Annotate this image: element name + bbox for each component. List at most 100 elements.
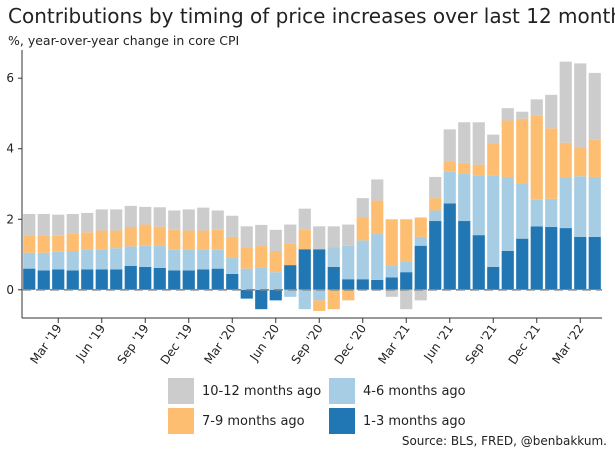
bar-segment-m7_9 (487, 143, 500, 176)
bar-segment-m7_9 (530, 115, 543, 200)
bar-segment-m1_3 (95, 269, 108, 290)
legend-swatch-7-9 (168, 408, 194, 434)
bar-segment-m10_12 (240, 226, 253, 248)
legend: 10-12 months ago 4-6 months ago 7-9 mont… (0, 378, 615, 438)
x-tick-label: Dec '20 (332, 322, 370, 367)
bar-segment-m1_3 (139, 266, 152, 290)
legend-label-7-9: 7-9 months ago (202, 413, 305, 429)
bar-segment-m4_6 (458, 173, 471, 222)
bar-segment-m4_6 (443, 171, 456, 204)
bar-segment-m1_3 (487, 266, 500, 290)
x-tick-label: Mar '20 (201, 322, 238, 367)
bar-segment-m1_3 (356, 279, 369, 290)
bar-segment-m4_6 (139, 245, 152, 267)
bar-segment-m7_9 (284, 243, 297, 266)
bar-segment-m10_12 (313, 226, 326, 250)
legend-swatch-10-12 (168, 378, 194, 404)
y-tick-label: 2 (6, 212, 14, 226)
bar-segment-m10_12 (574, 63, 587, 149)
bar-segment-m7_9 (81, 232, 94, 250)
bar-segment-m7_9 (371, 200, 384, 235)
legend-item-7-9: 7-9 months ago (168, 408, 305, 434)
bar-segment-m7_9 (37, 235, 50, 253)
bar-segment-m7_9 (356, 217, 369, 241)
bar-segment-m4_6 (545, 198, 558, 228)
legend-label-10-12: 10-12 months ago (202, 383, 322, 399)
legend-item-4-6: 4-6 months ago (329, 378, 466, 404)
bar-segment-m10_12 (487, 134, 500, 144)
bar-segment-m10_12 (342, 224, 355, 246)
bar-segment-m10_12 (23, 213, 36, 236)
bar-segment-m4_6 (501, 176, 514, 251)
bar-segment-m1_3 (182, 270, 195, 290)
bar-segment-m1_3 (23, 268, 36, 290)
bar-segment-m7_9 (501, 120, 514, 177)
bar-segment-m1_3 (269, 289, 282, 301)
bar-segment-m7_9 (139, 224, 152, 246)
bar-segment-m1_3 (501, 251, 514, 290)
bar-segment-m4_6 (342, 245, 355, 280)
bar-segment-m4_6 (226, 258, 239, 274)
bar-segment-m7_9 (400, 219, 413, 262)
x-tick-label: Dec '19 (158, 322, 196, 367)
bar-segment-m10_12 (327, 226, 340, 248)
bar-segment-m7_9 (110, 230, 123, 249)
bar-segment-m10_12 (153, 207, 166, 227)
bar-segment-m10_12 (429, 176, 442, 199)
bar-segment-m1_3 (588, 236, 601, 290)
bar-segment-m10_12 (255, 224, 268, 247)
bar-segment-m4_6 (81, 249, 94, 270)
bar-segment-m10_12 (110, 209, 123, 231)
bar-segment-m1_3 (81, 269, 94, 290)
bar-segment-m10_12 (95, 209, 108, 231)
bar-segment-m10_12 (414, 289, 427, 301)
bar-segment-m1_3 (516, 238, 529, 290)
bar-segment-m4_6 (400, 261, 413, 273)
bar-segment-m7_9 (226, 236, 239, 259)
bar-segment-m10_12 (559, 61, 572, 143)
bar-segment-m1_3 (124, 265, 137, 290)
bar-segment-m10_12 (37, 213, 50, 236)
bar-segment-m1_3 (429, 221, 442, 290)
x-tick-label: Jun '20 (247, 322, 283, 365)
bar-segment-m10_12 (226, 215, 239, 237)
bar-segment-m10_12 (443, 129, 456, 162)
bar-segment-m4_6 (429, 210, 442, 222)
legend-swatch-1-3 (329, 408, 355, 434)
bar-segment-m7_9 (574, 148, 587, 177)
bar-segment-m10_12 (284, 224, 297, 244)
bar-segment-m7_9 (197, 230, 210, 250)
bar-segment-m4_6 (385, 265, 398, 278)
bar-segment-m10_12 (530, 99, 543, 116)
bar-segment-m4_6 (356, 240, 369, 280)
bar-segment-m1_3 (559, 228, 572, 290)
bar-segment-m10_12 (588, 72, 601, 140)
bar-segment-m1_3 (385, 277, 398, 290)
bar-segment-m4_6 (23, 252, 36, 269)
bar-segment-m10_12 (298, 208, 311, 230)
bar-segment-m4_6 (255, 267, 268, 290)
bar-segment-m1_3 (414, 245, 427, 290)
bar-segment-m7_9 (429, 198, 442, 211)
bar-segment-m1_3 (313, 249, 326, 290)
bar-segment-m4_6 (313, 289, 326, 301)
y-tick-label: 0 (6, 283, 14, 297)
bar-segment-m10_12 (545, 94, 558, 129)
bar-segment-m4_6 (530, 199, 543, 227)
bar-segment-m4_6 (269, 272, 282, 290)
bar-segment-m4_6 (588, 176, 601, 237)
bar-segment-m1_3 (37, 270, 50, 290)
bar-segment-m10_12 (168, 210, 181, 230)
bar-segment-m4_6 (197, 249, 210, 270)
bar-segment-m1_3 (545, 227, 558, 290)
bar-segment-m7_9 (269, 251, 282, 273)
bar-segment-m4_6 (124, 246, 137, 266)
bar-segment-m10_12 (385, 289, 398, 297)
bar-segment-m1_3 (327, 266, 340, 290)
bar-segment-m10_12 (458, 122, 471, 163)
bar-segment-m10_12 (124, 205, 137, 228)
bar-segment-m4_6 (153, 246, 166, 268)
bar-segment-m1_3 (443, 203, 456, 290)
bar-segment-m10_12 (501, 108, 514, 121)
bar-segment-m1_3 (530, 226, 543, 290)
